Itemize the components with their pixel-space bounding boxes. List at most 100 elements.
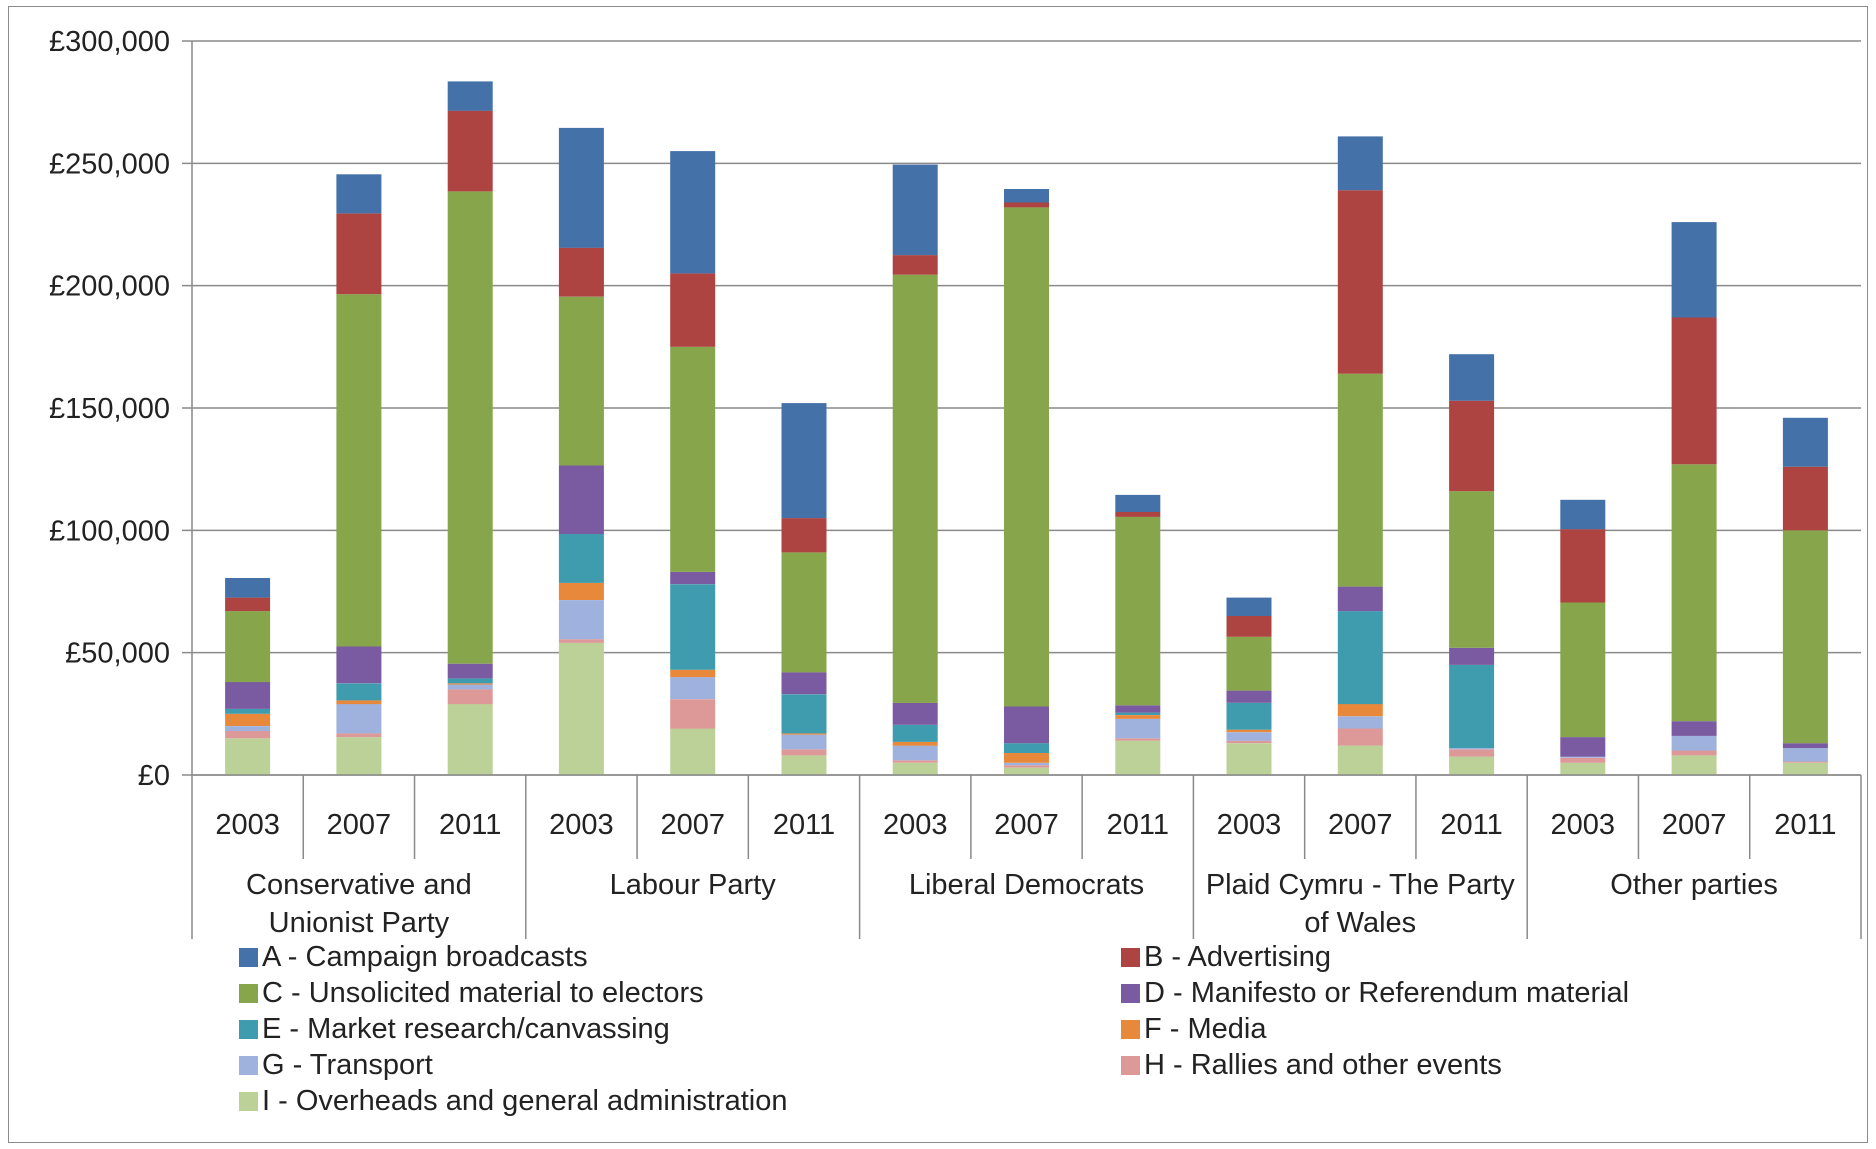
legend-swatch [239,1056,258,1075]
x-tick-label: 2011 [773,809,835,841]
legend-label: H - Rallies and other events [1144,1049,1502,1081]
x-tick-label: 2007 [1662,809,1727,841]
legend-label: A - Campaign broadcasts [262,941,588,973]
bar-segment [1226,616,1272,637]
y-tick-label: £300,000 [49,26,170,58]
bar-segment [670,677,716,700]
bar-segment [447,81,493,111]
bar-segment [1004,762,1049,766]
bar-segment [1004,767,1049,775]
x-tick-label: 2007 [660,809,725,841]
bar-segment [558,582,604,600]
bar-segment [1782,743,1828,749]
bar-segment [1782,761,1828,763]
bar-segment [1337,373,1383,587]
bar-segment [1115,738,1161,741]
bar-segment [892,760,938,763]
bar-segment [225,738,271,775]
bar-segment [336,174,382,214]
bar-segment [1337,716,1383,729]
legend-label: G - Transport [262,1049,433,1081]
legend-swatch [239,948,258,967]
bar-segment [1782,466,1828,531]
x-tick-label: 2003 [549,809,614,841]
bar-segment [781,733,827,735]
legend-label: E - Market research/canvassing [262,1013,670,1045]
bar-segment [1449,400,1495,492]
x-tick-label: 2003 [883,809,948,841]
bar-segment [1004,753,1049,763]
bar-segment [1337,728,1383,746]
bar-segment [1782,748,1828,762]
bar-segment [1671,721,1717,736]
x-tick-label: 2011 [1107,809,1169,841]
x-axis: 2003 2007 2011 Conservative and Unionist Par… [191,774,1862,939]
bar-segment [447,191,493,664]
bar-segment [1226,740,1272,744]
bar-segment [670,346,716,572]
stacked-bar-chart: £0 £50,000 £100,000 £150,000 £200,000 £250,00… [49,26,1862,1117]
bar-segment [225,682,271,709]
x-tick-label: 2003 [215,809,280,841]
legend-swatch [1121,1056,1140,1075]
bar-segment [1337,704,1383,717]
legend: A - Campaign broadcasts B - Advertising C … [239,941,1629,1117]
bar-segment [1671,222,1717,318]
group-label: of Wales [1304,907,1416,939]
bar-segment [336,700,382,705]
bar-segment [1226,636,1272,691]
bar-segment [670,669,716,678]
y-tick-label: £0 [138,760,170,792]
bar-segment [558,127,604,248]
bar-segment [1782,530,1828,744]
y-tick-label: £50,000 [65,638,170,670]
bar-segment [558,534,604,583]
bar-segment [1115,715,1161,719]
bar-segment [336,683,382,701]
bar-segment [1004,202,1049,208]
x-tick-label: 2011 [439,809,501,841]
bar-segment [1449,748,1495,750]
bar-segment [1449,664,1495,749]
bar-segment [225,611,271,683]
chart-frame: £0 £50,000 £100,000 £150,000 £200,000 £250,00… [8,6,1868,1143]
bar-segment [447,678,493,684]
bar-segment [892,274,938,703]
bar-segment [670,584,716,670]
bar-segment [670,699,716,729]
bar-segment [1115,494,1161,512]
x-tick-label: 2003 [1551,809,1616,841]
bar-segment [558,247,604,297]
legend-swatch [239,1092,258,1111]
bar-segment [781,734,827,750]
x-tick-label: 2007 [994,809,1059,841]
bar-segment [447,683,493,685]
bar-segment [1449,491,1495,648]
bar-segment [336,704,382,734]
bar-segment [1337,586,1383,612]
bar-segment [447,110,493,192]
bar-segment [1115,740,1161,775]
legend-swatch [239,984,258,1003]
bar-segment [1560,757,1606,763]
bar-segment [670,728,716,775]
bar-segment [892,742,938,746]
group-label: Unionist Party [269,907,450,939]
bar-segment [336,733,382,738]
x-tick-label: 2007 [1328,809,1393,841]
legend-label: I - Overheads and general administration [262,1085,788,1117]
bar-segment [1115,712,1161,715]
x-tick-label: 2011 [1774,809,1836,841]
y-tick-label: £150,000 [49,393,170,425]
bar-segment [336,737,382,775]
bar-segment [1671,735,1717,751]
bar-segment [781,552,827,673]
bar-segment [447,689,493,705]
bar-segment [781,403,827,519]
bar-segment [1782,762,1828,775]
bars [225,81,1828,775]
bar-segment [892,164,938,256]
bar-segment [892,762,938,775]
bar-segment [1671,317,1717,465]
legend-swatch [1121,1020,1140,1039]
